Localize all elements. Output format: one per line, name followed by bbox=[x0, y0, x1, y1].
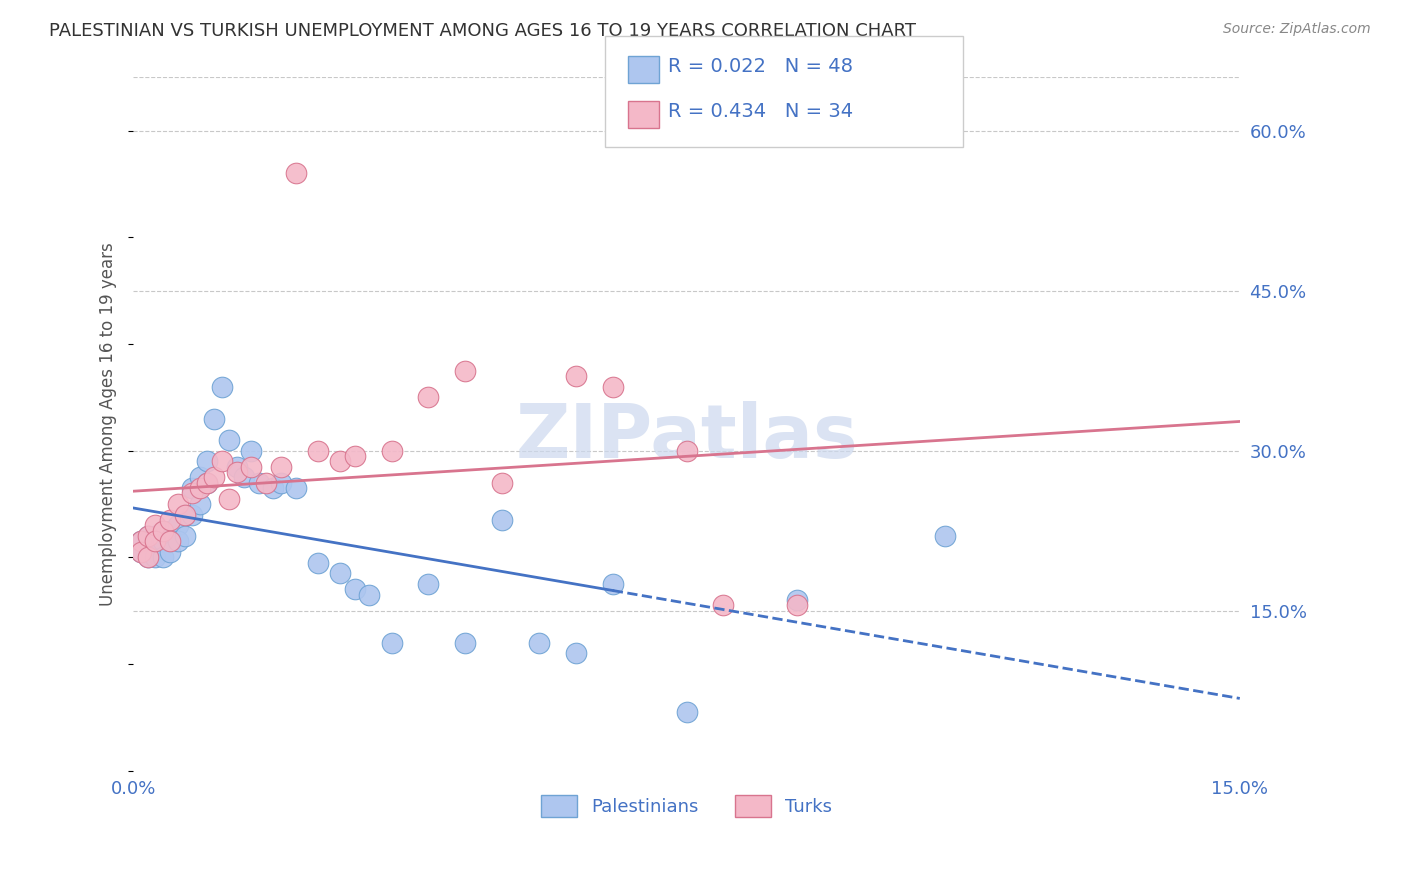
Point bbox=[454, 636, 477, 650]
Point bbox=[343, 449, 366, 463]
Point bbox=[602, 577, 624, 591]
Point bbox=[270, 475, 292, 490]
Point bbox=[211, 454, 233, 468]
Point bbox=[565, 369, 588, 384]
Text: R = 0.022   N = 48: R = 0.022 N = 48 bbox=[668, 57, 853, 77]
Point bbox=[159, 534, 181, 549]
Text: PALESTINIAN VS TURKISH UNEMPLOYMENT AMONG AGES 16 TO 19 YEARS CORRELATION CHART: PALESTINIAN VS TURKISH UNEMPLOYMENT AMON… bbox=[49, 22, 917, 40]
Point bbox=[152, 524, 174, 538]
Point bbox=[491, 513, 513, 527]
Text: R = 0.434   N = 34: R = 0.434 N = 34 bbox=[668, 102, 853, 121]
Point bbox=[195, 475, 218, 490]
Text: ZIPatlаs: ZIPatlаs bbox=[515, 401, 858, 475]
Point bbox=[218, 433, 240, 447]
Point bbox=[188, 470, 211, 484]
Point bbox=[211, 380, 233, 394]
Point bbox=[129, 534, 152, 549]
Point bbox=[166, 534, 188, 549]
Point bbox=[240, 443, 263, 458]
Point bbox=[284, 166, 307, 180]
Point bbox=[129, 545, 152, 559]
Point bbox=[174, 529, 197, 543]
Point bbox=[145, 529, 167, 543]
Point bbox=[418, 577, 440, 591]
Point bbox=[152, 524, 174, 538]
Point bbox=[225, 465, 247, 479]
Point bbox=[166, 518, 188, 533]
Point bbox=[136, 550, 159, 565]
Point bbox=[181, 486, 204, 500]
Point bbox=[159, 545, 181, 559]
Point bbox=[713, 599, 735, 613]
Point bbox=[174, 508, 197, 522]
Point bbox=[329, 454, 352, 468]
Point bbox=[380, 443, 402, 458]
Point bbox=[188, 497, 211, 511]
Point bbox=[136, 529, 159, 543]
Point bbox=[159, 524, 181, 538]
Point bbox=[145, 534, 167, 549]
Point bbox=[166, 497, 188, 511]
Point bbox=[188, 481, 211, 495]
Text: Source: ZipAtlas.com: Source: ZipAtlas.com bbox=[1223, 22, 1371, 37]
Point bbox=[454, 364, 477, 378]
Point bbox=[307, 443, 329, 458]
Point bbox=[675, 443, 697, 458]
Point bbox=[343, 582, 366, 597]
Point bbox=[159, 534, 181, 549]
Point bbox=[159, 513, 181, 527]
Point bbox=[284, 481, 307, 495]
Point bbox=[247, 475, 270, 490]
Point bbox=[359, 588, 381, 602]
Point bbox=[240, 459, 263, 474]
Point bbox=[934, 529, 956, 543]
Point bbox=[145, 518, 167, 533]
Point bbox=[174, 508, 197, 522]
Y-axis label: Unemployment Among Ages 16 to 19 years: Unemployment Among Ages 16 to 19 years bbox=[100, 243, 117, 606]
Point bbox=[129, 534, 152, 549]
Point bbox=[218, 491, 240, 506]
Point bbox=[152, 550, 174, 565]
Point bbox=[263, 481, 285, 495]
Point bbox=[380, 636, 402, 650]
Point bbox=[527, 636, 550, 650]
Point bbox=[195, 475, 218, 490]
Point bbox=[152, 534, 174, 549]
Point bbox=[136, 534, 159, 549]
Point bbox=[786, 593, 808, 607]
Point bbox=[307, 556, 329, 570]
Point bbox=[145, 550, 167, 565]
Point bbox=[225, 459, 247, 474]
Point bbox=[675, 705, 697, 719]
Legend: Palestinians, Turks: Palestinians, Turks bbox=[533, 788, 839, 824]
Point bbox=[329, 566, 352, 581]
Point bbox=[270, 459, 292, 474]
Point bbox=[565, 646, 588, 660]
Point bbox=[204, 470, 226, 484]
Point bbox=[195, 454, 218, 468]
Point bbox=[145, 534, 167, 549]
Point bbox=[181, 481, 204, 495]
Point bbox=[204, 411, 226, 425]
Point bbox=[181, 508, 204, 522]
Point bbox=[602, 380, 624, 394]
Point bbox=[491, 475, 513, 490]
Point bbox=[136, 550, 159, 565]
Point bbox=[418, 391, 440, 405]
Point bbox=[129, 545, 152, 559]
Point bbox=[254, 475, 277, 490]
Point bbox=[786, 599, 808, 613]
Point bbox=[233, 470, 256, 484]
Point bbox=[136, 529, 159, 543]
